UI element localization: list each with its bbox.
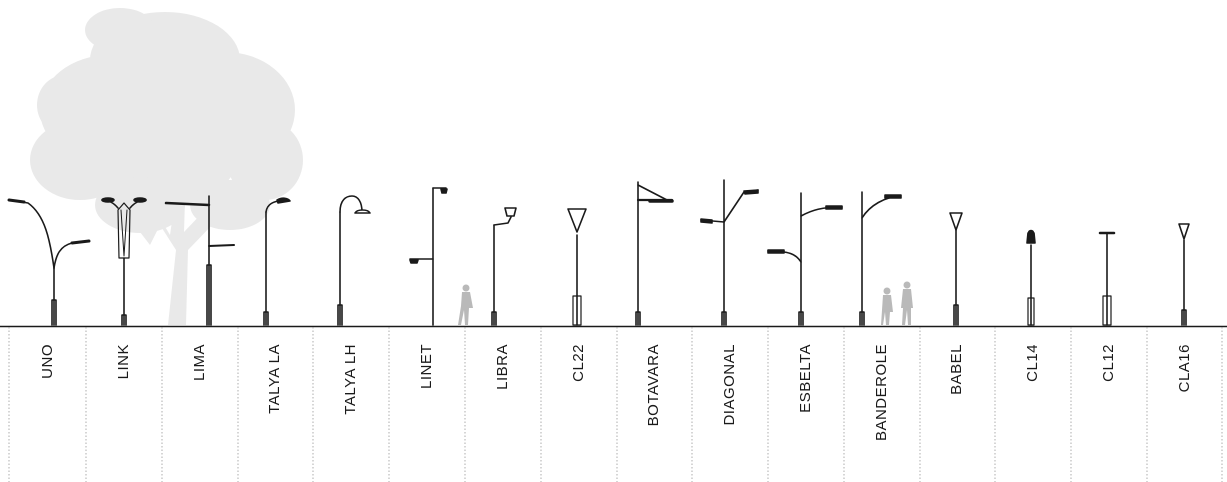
streetlight-lima <box>164 195 235 326</box>
label-talya-la: TALYA LA <box>266 344 283 414</box>
streetlight-talya-la <box>263 197 291 326</box>
label-cl12: CL12 <box>1100 344 1117 382</box>
streetlight-esbelta <box>767 192 843 326</box>
column-dividers <box>8 327 1223 482</box>
label-uno: UNO <box>39 344 56 379</box>
label-cla16: CLA16 <box>1176 344 1193 392</box>
streetlight-cl22 <box>567 208 587 326</box>
label-libra: LIBRA <box>494 344 511 390</box>
label-cl14: CL14 <box>1024 344 1041 382</box>
streetlight-link <box>101 197 147 326</box>
label-banderole: BANDEROLE <box>873 344 890 441</box>
label-lima: LIMA <box>191 344 208 381</box>
streetlight-linet <box>409 187 448 326</box>
streetlight-botavara <box>635 181 674 326</box>
label-talya-lh: TALYA LH <box>342 344 359 415</box>
streetlight-babel <box>949 212 963 326</box>
streetlight-talya-lh <box>337 195 371 326</box>
tree-silhouette <box>30 8 303 325</box>
label-botavara: BOTAVARA <box>645 344 662 426</box>
label-babel: BABEL <box>948 344 965 395</box>
label-linet: LINET <box>418 344 435 389</box>
streetlight-cl14 <box>1026 229 1036 326</box>
product-labels: UNO LINK LIMA TALYA LA TALYA LH LINET LIBRA CL2… <box>39 344 1193 441</box>
streetlight-libra <box>491 207 517 326</box>
streetlight-diagonal <box>700 179 759 326</box>
label-cl22: CL22 <box>570 344 587 382</box>
streetlight-cla16 <box>1178 223 1190 326</box>
streetlight-banderole <box>859 191 902 326</box>
label-esbelta: ESBELTA <box>797 344 814 413</box>
label-link: LINK <box>115 344 132 379</box>
label-diagonal: DIAGONAL <box>721 344 738 426</box>
streetlight-uno <box>7 198 91 326</box>
couple-silhouette <box>881 281 913 325</box>
person-silhouette <box>458 284 473 325</box>
streetlight-cl12 <box>1098 231 1116 326</box>
